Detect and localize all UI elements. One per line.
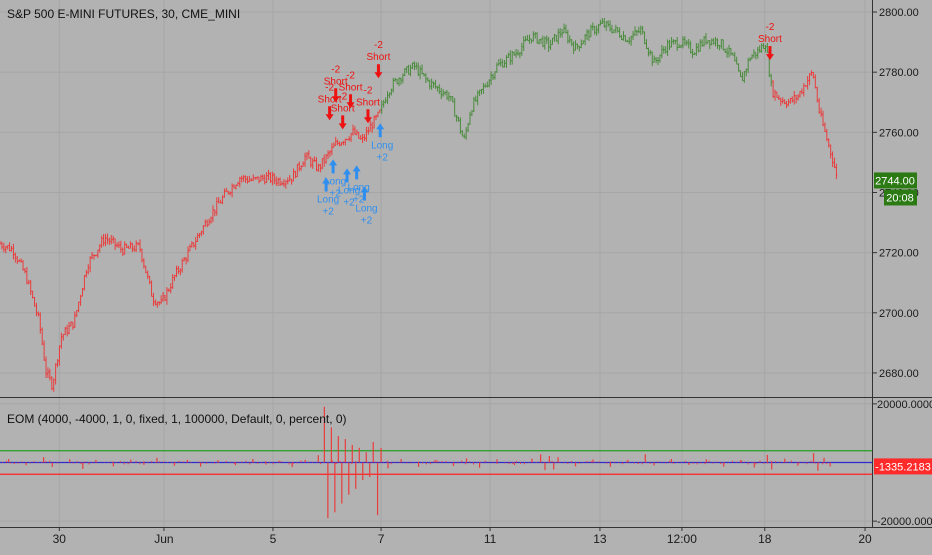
short-signal-qty: -2 — [374, 40, 383, 51]
indicator-axis-label: -20000.0000 — [877, 516, 932, 528]
indicator-last-value-badge — [874, 458, 932, 475]
long-signal-label: Long — [371, 140, 393, 151]
time-axis-label: 13 — [593, 532, 607, 546]
short-signal-label: Short — [758, 34, 782, 45]
time-axis-label: 20 — [858, 532, 872, 546]
short-signal-label: Short — [324, 76, 348, 87]
short-signal-qty: -2 — [766, 22, 775, 33]
price-axis-label: 2720.00 — [879, 248, 919, 260]
price-axis-label: 2760.00 — [879, 127, 919, 139]
short-signal-qty: -2 — [338, 91, 347, 102]
long-signal-qty: +2 — [329, 188, 341, 199]
long-signal-arrow-icon — [343, 168, 352, 183]
short-signal-qty: -2 — [331, 64, 340, 75]
long-signal-label: Long — [355, 203, 377, 214]
time-axis-label: 5 — [270, 532, 277, 546]
last-time-badge — [884, 189, 917, 206]
last-price-badge — [874, 172, 917, 189]
price-axis-label: 2780.00 — [879, 67, 919, 79]
long-signal-qty: +2 — [376, 152, 388, 163]
short-signal-label: Short — [366, 52, 390, 63]
time-axis-label: 11 — [484, 532, 497, 546]
price-axis-label: 2700.00 — [879, 308, 919, 320]
price-axis-label: 2800.00 — [879, 7, 919, 19]
indicator-title: EOM (4000, -4000, 1, 0, fixed, 1, 100000… — [7, 412, 347, 426]
short-signal-label: Short — [356, 97, 380, 108]
short-signal-label: Short — [318, 94, 342, 105]
short-signal-label: Short — [339, 82, 363, 93]
time-axis-label: 7 — [378, 532, 385, 546]
long-signal-label: Long — [338, 185, 360, 196]
long-signal-arrow-icon — [360, 186, 369, 201]
short-signal-qty: -2 — [364, 85, 373, 96]
indicator-last-value-label: -1335.2183 — [875, 461, 931, 473]
short-signal-arrow-icon — [346, 94, 355, 109]
last-time-label: 20:08 — [886, 192, 914, 204]
long-signal-qty: +2 — [343, 197, 355, 208]
long-signal-arrow-icon — [329, 159, 338, 174]
time-axis-label: Jun — [154, 532, 173, 546]
long-signal-qty: +2 — [353, 194, 365, 205]
last-price-label: 2744.00 — [875, 175, 915, 187]
long-signal-arrow-icon — [322, 177, 331, 192]
short-signal-arrow-icon — [325, 106, 334, 121]
short-signal-arrow-icon — [338, 115, 347, 130]
indicator-axis-label: 20000.0000 — [877, 399, 932, 411]
long-signal-label: Long — [324, 176, 346, 187]
short-signal-qty: -2 — [346, 70, 355, 81]
time-axis-label: 30 — [53, 532, 67, 546]
long-signal-label: Long — [317, 194, 339, 205]
long-signal-label: Long — [348, 182, 370, 193]
price-axis-label: 2680.00 — [879, 368, 919, 380]
long-signal-qty: +2 — [361, 215, 373, 226]
short-signal-arrow-icon — [363, 109, 372, 124]
time-axis-label: 18 — [758, 532, 772, 546]
long-signal-arrow-icon — [376, 123, 385, 138]
time-axis-label: 12:00 — [667, 532, 697, 546]
short-signal-arrow-icon — [765, 46, 774, 61]
short-signal-qty: -2 — [325, 82, 334, 93]
long-signal-qty: +2 — [322, 206, 334, 217]
short-signal-arrow-icon — [374, 64, 383, 79]
short-signal-arrow-icon — [331, 88, 340, 103]
short-signal-label: Short — [331, 103, 355, 114]
main-chart-title: S&P 500 E-MINI FUTURES, 30, CME_MINI — [7, 7, 241, 21]
long-signal-arrow-icon — [352, 165, 361, 180]
